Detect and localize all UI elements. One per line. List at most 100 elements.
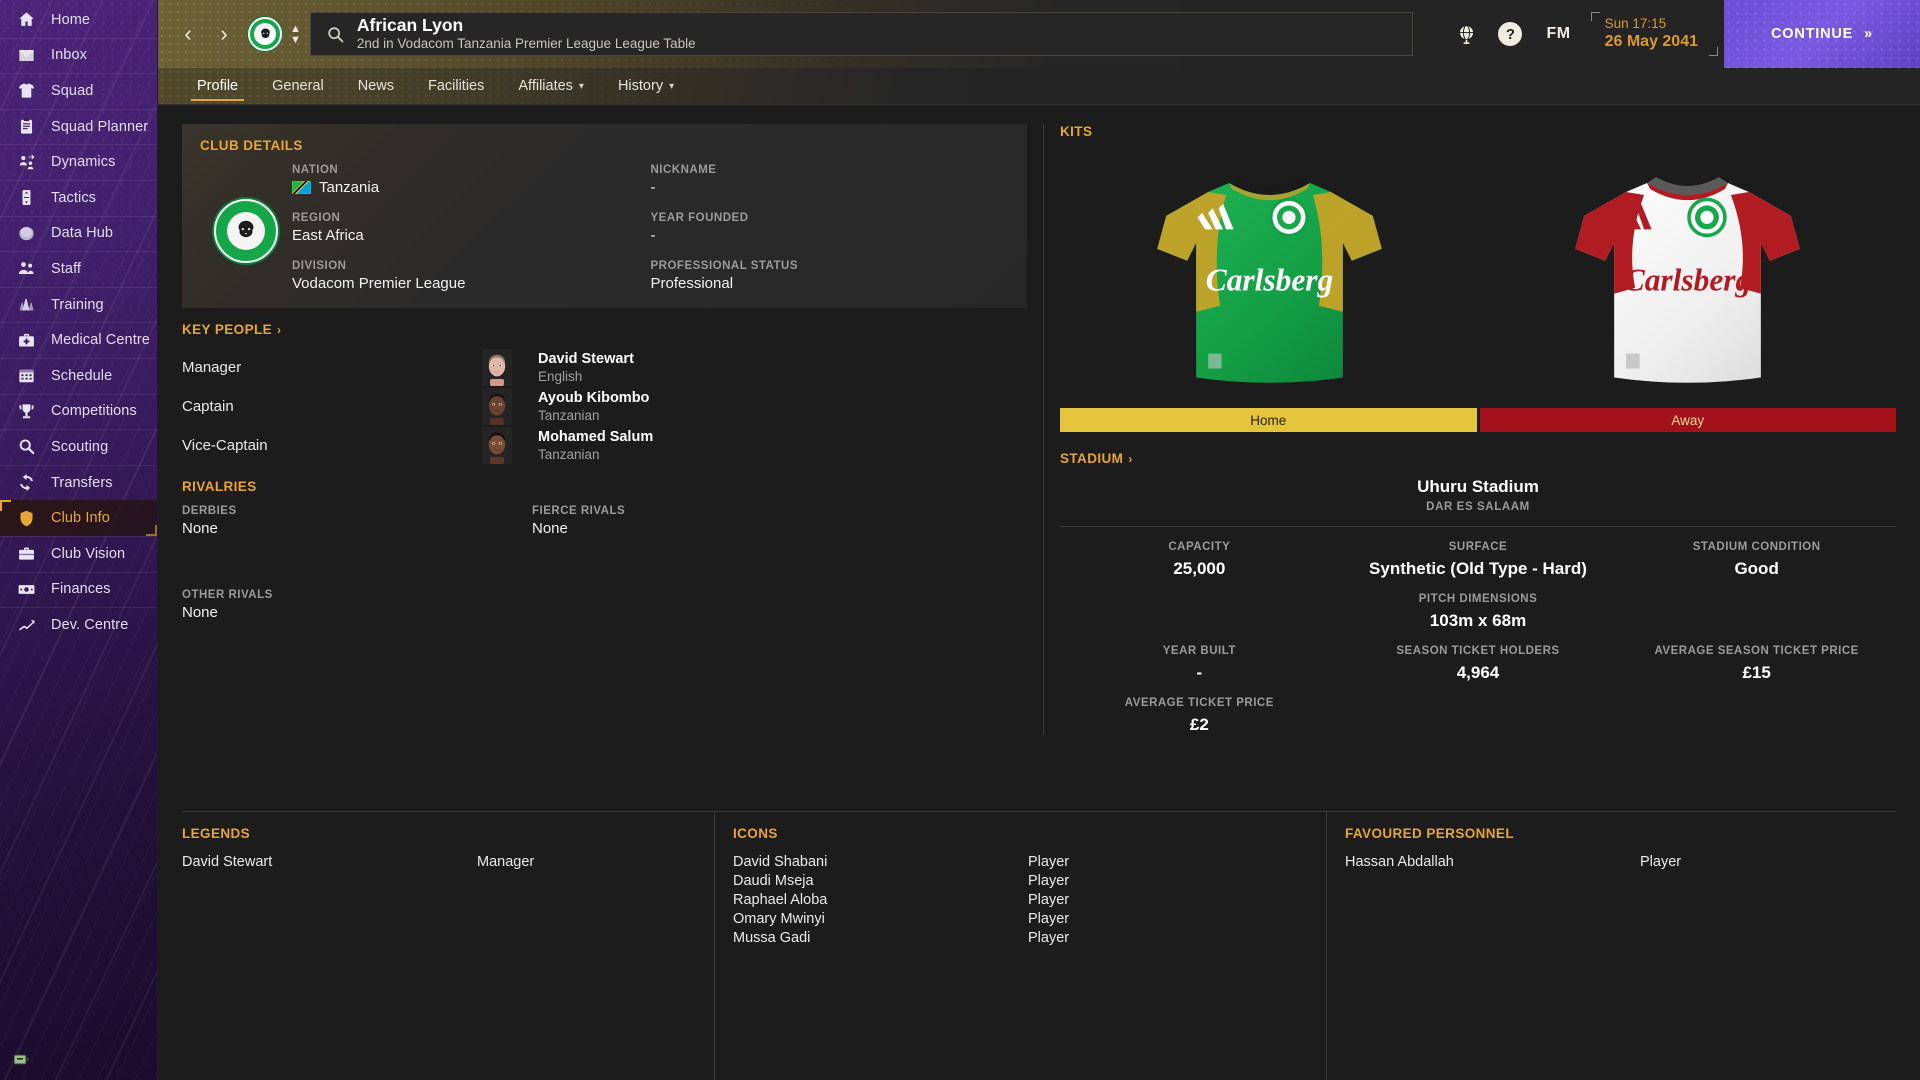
- list-item[interactable]: Omary Mwinyi Player: [733, 909, 1308, 928]
- sidebar-item-data-hub[interactable]: Data Hub: [0, 215, 157, 252]
- stadium-stat-value: £2: [1189, 715, 1209, 734]
- transfer-arrows-icon: [14, 472, 38, 494]
- chevron-up-icon[interactable]: ▲: [290, 22, 301, 35]
- key-people-heading[interactable]: KEY PEOPLE ›: [182, 322, 1027, 337]
- key-person-role: Vice-Captain: [182, 437, 268, 454]
- stadium-stat: YEAR BUILT -: [1060, 631, 1339, 683]
- continue-button[interactable]: CONTINUE »: [1724, 0, 1920, 68]
- field-label: YEAR FOUNDED: [650, 212, 749, 224]
- game-date-display[interactable]: Sun 17:15 26 May 2041: [1590, 10, 1724, 59]
- derbies-block: DERBIES None: [182, 505, 532, 537]
- other-rivals-block: OTHER RIVALS None: [182, 589, 1027, 621]
- key-person-row[interactable]: Manager David Stewart English: [182, 348, 1027, 387]
- people-arrows-icon: [14, 151, 38, 173]
- left-column: CLUB DETAILS NATION Tanzania NICKNAME - REGI…: [182, 124, 1027, 735]
- search-input[interactable]: African Lyon 2nd in Vodacom Tanzania Pre…: [309, 12, 1413, 56]
- person-name: Omary Mwinyi: [733, 910, 825, 927]
- list-item[interactable]: Mussa Gadi Player: [733, 928, 1308, 947]
- stadium-stat: PITCH DIMENSIONS 103m x 68m: [1339, 579, 1618, 631]
- stadium-stat-value: £15: [1742, 663, 1771, 682]
- field-label: REGION: [292, 212, 341, 224]
- person-name: Raphael Aloba: [733, 891, 828, 908]
- tab-affiliates[interactable]: Affiliates ▾: [501, 68, 601, 104]
- chevron-left-icon[interactable]: ‹: [184, 21, 192, 46]
- tab-history[interactable]: History ▾: [601, 68, 691, 104]
- tab-label: News: [357, 78, 394, 94]
- fm-logo[interactable]: FM: [1546, 25, 1571, 42]
- sidebar-item-label: Club Vision: [51, 545, 126, 562]
- sidebar-item-finances[interactable]: Finances: [0, 571, 157, 608]
- sidebar-item-label: Competitions: [51, 403, 137, 420]
- sidebar-item-tactics[interactable]: Tactics: [0, 179, 157, 216]
- stadium-heading[interactable]: STADIUM ›: [1060, 451, 1896, 466]
- tab-label: History: [617, 78, 664, 94]
- key-person-nationality: Tanzanian: [538, 446, 600, 462]
- tab-news[interactable]: News: [341, 68, 411, 104]
- club-detail-field: NATION Tanzania: [292, 164, 651, 196]
- sidebar-item-inbox[interactable]: Inbox: [0, 37, 157, 74]
- globe-icon[interactable]: [1444, 0, 1488, 68]
- network-plug-icon[interactable]: [13, 1052, 30, 1069]
- sidebar-item-squad[interactable]: Squad: [0, 73, 157, 109]
- tab-profile[interactable]: Profile: [180, 68, 255, 104]
- sidebar-item-label: Inbox: [51, 47, 87, 64]
- field-value: Tanzania: [319, 179, 380, 196]
- shield-icon: [14, 507, 38, 529]
- stadium-stat-value: Synthetic (Old Type - Hard): [1369, 559, 1587, 578]
- staff-people-icon: [14, 258, 38, 280]
- sidebar-item-scouting[interactable]: Scouting: [0, 429, 157, 465]
- page-title: African Lyon: [356, 15, 464, 36]
- sidebar-item-competitions[interactable]: Competitions: [0, 393, 157, 430]
- list-item[interactable]: Raphael Aloba Player: [733, 890, 1308, 909]
- tab-label: Profile: [197, 78, 239, 94]
- sidebar-item-staff[interactable]: Staff: [0, 251, 157, 287]
- stadium-stat-label: SURFACE: [1448, 541, 1508, 553]
- icons-panel: ICONS David Shabani Player Daudi Mseja Play…: [733, 812, 1308, 1080]
- top-header-bar: ‹ › ▲ ▼ African Lyon 2: [158, 0, 1920, 68]
- fierce-rivals-value: None: [532, 520, 568, 537]
- field-value: Professional: [650, 275, 734, 292]
- help-icon[interactable]: ?: [1488, 0, 1532, 68]
- sidebar-item-home[interactable]: Home: [0, 2, 157, 38]
- stadium-stat: SURFACE Synthetic (Old Type - Hard): [1339, 527, 1618, 579]
- sidebar-item-dev-centre[interactable]: Dev. Centre: [0, 607, 157, 643]
- shirt-icon: [14, 80, 38, 102]
- sidebar-item-label: Home: [51, 11, 91, 28]
- key-person-row[interactable]: Vice-Captain Mohamed Salum Tanzanian: [182, 426, 1027, 465]
- briefcase-icon: [14, 543, 38, 565]
- sidebar-item-squad-planner[interactable]: Squad Planner: [0, 108, 157, 145]
- stadium-stat-label: SEASON TICKET HOLDERS: [1396, 645, 1560, 657]
- key-person-row[interactable]: Captain Ayoub Kibombo Tanzanian: [182, 387, 1027, 426]
- chevron-down-icon: ▾: [669, 80, 675, 92]
- rivalries-section: RIVALRIES DERBIES None FIERCE RIVALS Non…: [182, 479, 1027, 621]
- sidebar-item-schedule[interactable]: Schedule: [0, 357, 157, 394]
- list-item[interactable]: Daudi Mseja Player: [733, 871, 1308, 890]
- chevron-down-icon[interactable]: ▼: [290, 33, 301, 46]
- person-role: Player: [1028, 929, 1070, 946]
- tab-facilities[interactable]: Facilities: [411, 68, 501, 104]
- club-detail-field: PROFESSIONAL STATUS Professional: [651, 260, 1010, 292]
- club-switch-spinner[interactable]: ▲ ▼: [290, 22, 301, 46]
- vice-captain-face: [482, 427, 512, 464]
- list-item[interactable]: Hassan Abdallah Player: [1345, 852, 1896, 871]
- person-role: Player: [1028, 872, 1070, 889]
- tactics-board-icon: [14, 187, 38, 209]
- chevron-right-icon[interactable]: ›: [220, 21, 228, 46]
- sidebar-item-dynamics[interactable]: Dynamics: [0, 144, 157, 180]
- kit-tab-away[interactable]: Away: [1479, 408, 1896, 432]
- stadium-stat-label: STADIUM CONDITION: [1692, 541, 1821, 553]
- list-item[interactable]: David Shabani Player: [733, 852, 1308, 871]
- field-label: NATION: [292, 164, 339, 176]
- kit-tab-home[interactable]: Home: [1060, 408, 1477, 432]
- tab-general[interactable]: General: [255, 68, 341, 104]
- sidebar-item-training[interactable]: Training: [0, 286, 157, 323]
- club-crest-icon[interactable]: [248, 17, 282, 51]
- main-region: ‹ › ▲ ▼ African Lyon 2: [158, 0, 1920, 1080]
- list-item[interactable]: David Stewart Manager: [182, 852, 696, 871]
- sidebar-item-club-info[interactable]: Club Info: [0, 500, 157, 536]
- sidebar-item-medical-centre[interactable]: Medical Centre: [0, 322, 157, 358]
- sidebar-item-transfers[interactable]: Transfers: [0, 464, 157, 501]
- manager-face: [482, 349, 512, 386]
- sidebar-item-club-vision[interactable]: Club Vision: [0, 535, 157, 572]
- bottom-divider: [182, 811, 1896, 812]
